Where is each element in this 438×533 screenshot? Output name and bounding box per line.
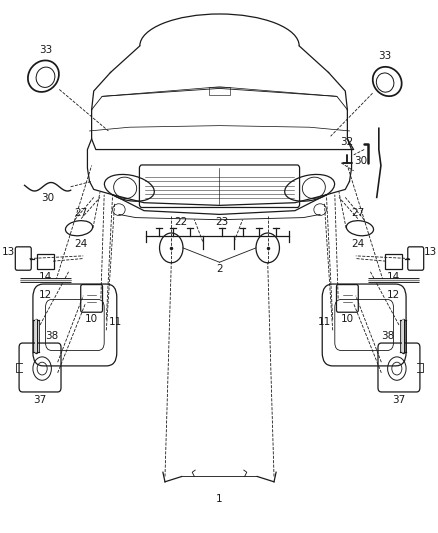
Text: 11: 11 xyxy=(108,317,121,327)
Text: 30: 30 xyxy=(353,156,366,166)
Text: 27: 27 xyxy=(74,208,88,218)
Text: 33: 33 xyxy=(39,45,52,55)
Text: 14: 14 xyxy=(386,272,399,282)
Text: 22: 22 xyxy=(174,217,187,227)
Text: 24: 24 xyxy=(74,239,88,249)
Bar xyxy=(208,87,230,95)
Text: 10: 10 xyxy=(340,314,353,325)
Text: 38: 38 xyxy=(380,330,393,341)
Text: 37: 37 xyxy=(392,395,405,405)
Text: 27: 27 xyxy=(350,208,364,218)
Text: 11: 11 xyxy=(317,317,330,327)
Text: 33: 33 xyxy=(378,51,391,61)
Text: 38: 38 xyxy=(45,330,58,341)
Text: 30: 30 xyxy=(41,193,54,203)
Text: 13: 13 xyxy=(423,247,436,257)
Text: 37: 37 xyxy=(33,395,46,405)
Text: 32: 32 xyxy=(339,136,353,147)
Text: 14: 14 xyxy=(39,272,52,282)
Text: 10: 10 xyxy=(85,314,98,325)
Text: 13: 13 xyxy=(2,247,15,257)
Text: 12: 12 xyxy=(39,290,52,300)
Text: 24: 24 xyxy=(350,239,364,249)
Text: 12: 12 xyxy=(386,290,399,300)
Text: 23: 23 xyxy=(215,217,228,227)
Text: 1: 1 xyxy=(215,494,223,504)
Text: 2: 2 xyxy=(215,264,223,274)
